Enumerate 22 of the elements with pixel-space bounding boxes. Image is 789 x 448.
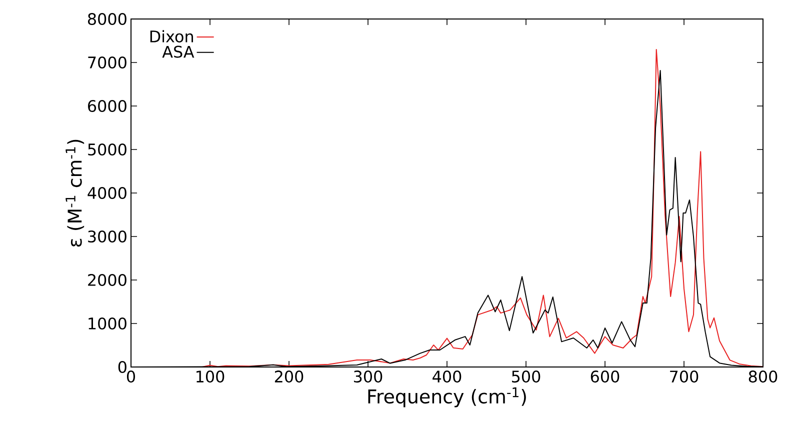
- legend-label: Dixon: [150, 30, 193, 42]
- x-tick-label: 700: [670, 370, 698, 383]
- y-tick-label: 7000: [88, 56, 126, 69]
- y-tick-label: 2000: [88, 274, 126, 286]
- legend-label: ASA: [162, 46, 194, 58]
- y-tick-label: 3000: [88, 230, 126, 243]
- y-tick-label: 6000: [88, 100, 126, 112]
- y-tick-label: 1000: [88, 317, 126, 330]
- y-axis-title: ε (M$^{-1}$ cm$^{-1}$): [66, 140, 84, 247]
- x-tick-label: 100: [196, 370, 224, 383]
- x-tick-label: 400: [432, 370, 462, 383]
- x-axis-title: Frequency (cm$^{-1}$): [368, 387, 526, 408]
- y-tick-label: 8000: [88, 12, 126, 26]
- y-tick-label: 5000: [88, 143, 126, 156]
- x-tick-label: 0: [126, 370, 136, 383]
- x-tick-label: 300: [354, 370, 382, 383]
- x-tick-label: 800: [748, 370, 778, 383]
- x-tick-label: 200: [274, 370, 304, 383]
- y-tick-label: 4000: [88, 186, 126, 200]
- x-tick-label: 500: [512, 370, 540, 383]
- x-tick-label: 600: [590, 370, 620, 383]
- y-tick-label: 0: [118, 360, 126, 374]
